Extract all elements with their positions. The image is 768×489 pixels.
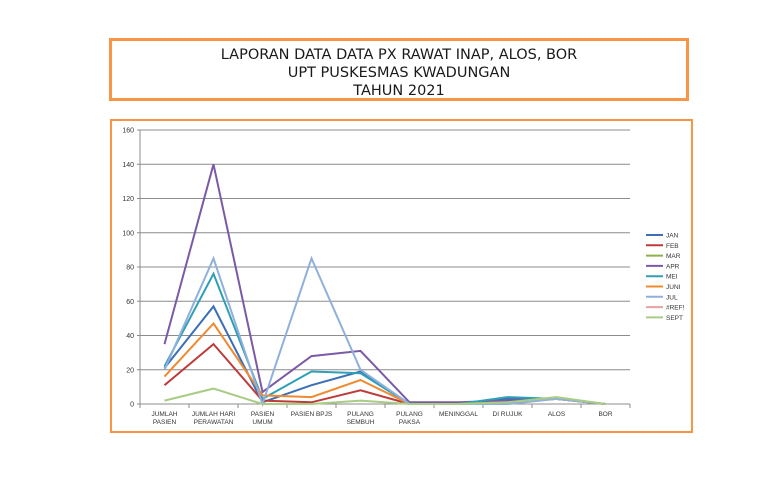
series-line-jul (163, 255, 606, 408)
y-tick-label: 20 (126, 367, 134, 374)
legend-label: JUNI (666, 284, 681, 291)
y-tick-label: 60 (126, 299, 134, 306)
y-tick-label: 100 (122, 230, 134, 237)
x-category-label: JUMLAH (151, 411, 177, 418)
x-category-label: JUMLAH HARI (192, 411, 236, 418)
report-title-line-1: LAPORAN DATA DATA PX RAWAT INAP, ALOS, B… (220, 47, 578, 63)
y-tick-label: 160 (122, 128, 134, 135)
y-tick-label: 120 (122, 196, 134, 203)
x-category-label: PULANG (347, 411, 374, 418)
x-category-label: BOR (598, 411, 612, 418)
x-category-label: PAKSA (399, 419, 421, 426)
legend-label: MEI (666, 274, 678, 281)
x-category-label: SEMBUH (347, 419, 375, 426)
series-line-apr (163, 164, 606, 405)
x-category-label: ALOS (548, 411, 566, 418)
series-line-sept (164, 387, 606, 405)
x-category-label: DI RUJUK (493, 411, 524, 418)
x-category-label: PASIEN (251, 411, 275, 418)
y-tick-label: 0 (130, 402, 134, 409)
x-category-label: UMUM (252, 419, 272, 426)
x-category-label: PERAWATAN (194, 419, 234, 426)
series-line-mei (163, 271, 606, 405)
legend-label: APR (666, 263, 680, 270)
x-category-label: PASIEN BPJS (291, 411, 333, 418)
report-title-box: LAPORAN DATA DATA PX RAWAT INAP, ALOS, B… (109, 38, 689, 101)
line-chart-container: 0 20 40 60 80 100 120 140 160 JUMLAH PASIEN JUMLAH … (110, 119, 693, 433)
legend-label: SEPT (666, 315, 683, 322)
legend-label: JAN (666, 233, 679, 240)
legend-label: MAR (666, 253, 681, 260)
legend-label: #REF! (666, 305, 685, 312)
line-chart: 020406080100120140160JUMLAHPASIENJUMLAH … (122, 128, 685, 427)
report-title-line-2: UPT PUSKESMAS KWADUNGAN (287, 65, 511, 81)
x-category-label: PASIEN (153, 419, 177, 426)
y-tick-label: 80 (126, 265, 134, 272)
legend-label: FEB (666, 243, 679, 250)
report-title-line-3: TAHUN 2021 (353, 83, 445, 99)
y-tick-label: 40 (126, 333, 134, 340)
x-category-label: PULANG (396, 411, 423, 418)
x-category-label: MENINGGAL (439, 411, 478, 418)
y-tick-label: 140 (122, 162, 134, 169)
legend-label: JUL (666, 294, 678, 301)
